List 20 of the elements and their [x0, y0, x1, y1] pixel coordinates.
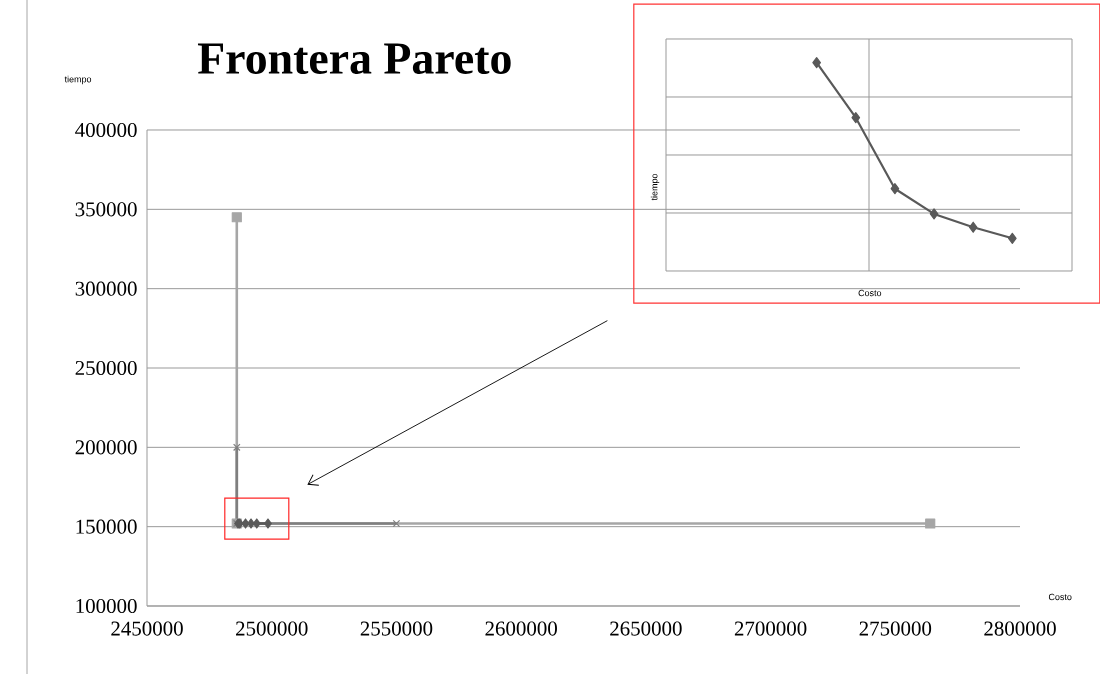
x-tick-label: 2550000: [360, 621, 433, 636]
y-tick-label: 250000: [75, 360, 137, 376]
x-tick-label: 2450000: [111, 621, 183, 636]
x-tick-label: 2600000: [485, 621, 557, 636]
y-tick-label: 200000: [75, 440, 137, 455]
x-tick-label: 2700000: [734, 621, 807, 636]
chart-title: Frontera Pareto: [197, 43, 511, 75]
y-tick-label: 300000: [75, 281, 137, 296]
x-axis-title: Costo: [858, 289, 882, 297]
x-tick-label: 2650000: [610, 621, 682, 636]
y-axis-title: tiempo: [650, 173, 660, 201]
x-tick-label: 2800000: [984, 621, 1056, 636]
y-tick-label: 150000: [76, 519, 137, 534]
y-tick-label: 400000: [75, 122, 137, 138]
y-tick-label: 350000: [75, 202, 137, 217]
y-axis-title: tiempo: [64, 75, 92, 85]
y-tick-label: 100000: [76, 598, 137, 614]
x-tick-label: 2750000: [859, 621, 932, 636]
x-axis-title: Costo: [1048, 593, 1072, 601]
x-tick-label: 2500000: [236, 621, 308, 636]
